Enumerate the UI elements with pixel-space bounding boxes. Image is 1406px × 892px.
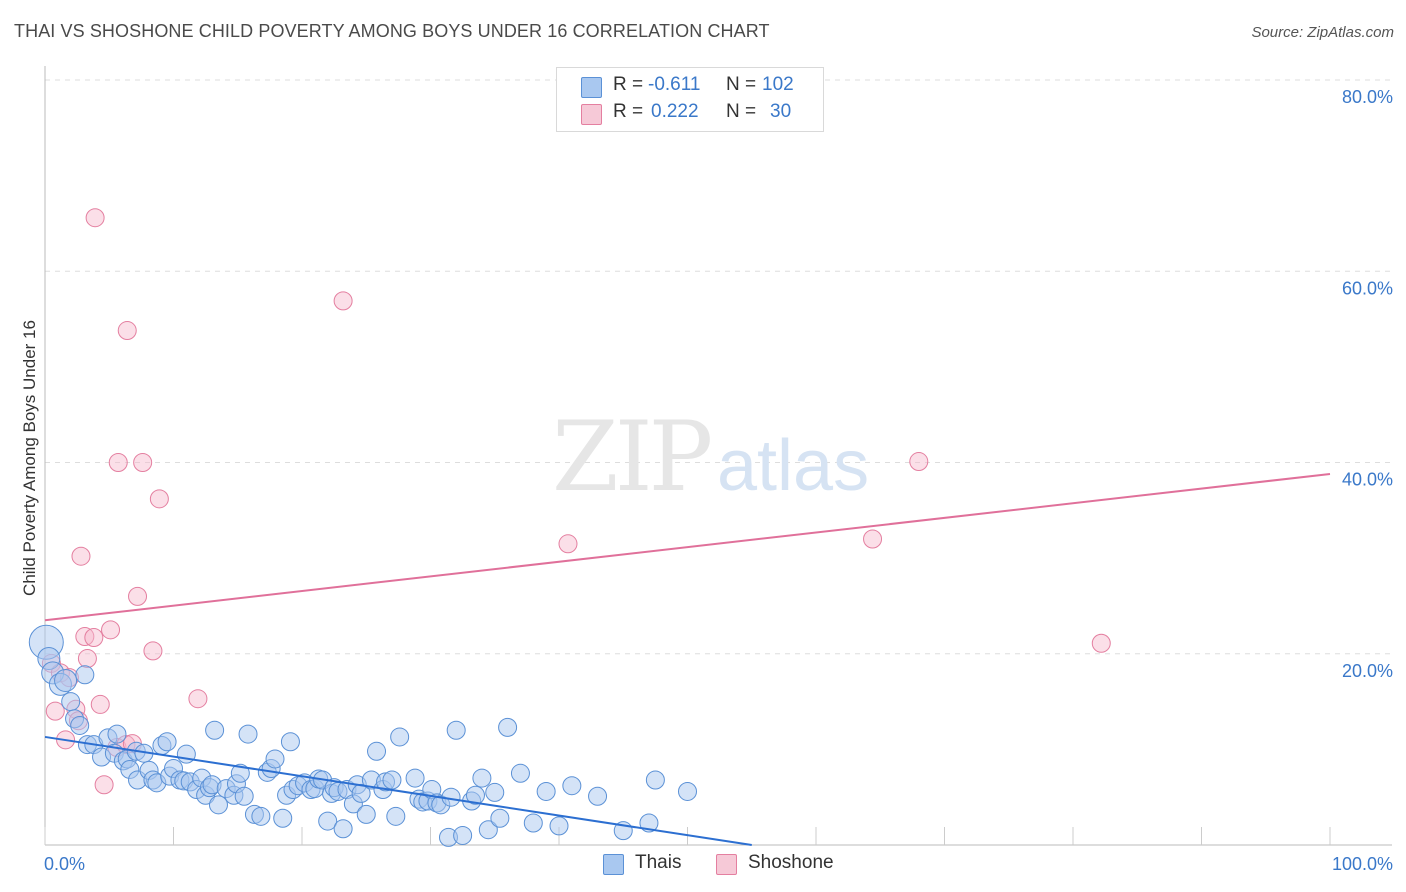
thais-point — [478, 820, 498, 840]
shoshone-n-label: N = — [726, 101, 757, 122]
shoshone-point — [45, 701, 65, 721]
thais-point — [367, 741, 387, 761]
shoshone-point — [333, 291, 353, 311]
thais-point — [234, 786, 254, 806]
x-tick-label: 0.0% — [44, 854, 85, 874]
shoshone-point — [117, 321, 137, 341]
shoshone-point — [1091, 633, 1111, 653]
shoshone-point — [188, 689, 208, 709]
shoshone-point — [90, 694, 110, 714]
thais-point — [562, 776, 582, 796]
shoshone-point — [94, 775, 114, 795]
shoshone-point — [863, 529, 883, 549]
thais-r-value: -0.611 — [648, 74, 701, 95]
thais-point — [490, 808, 510, 828]
thais-r-label: R = — [613, 74, 644, 95]
thais-point — [61, 692, 81, 712]
correlation-legend: R = -0.611 N = 102 R = 0.222 N = 30 — [556, 67, 824, 132]
shoshone-point — [77, 649, 97, 669]
grid-lines — [45, 79, 1392, 655]
thais-n-label: N = — [726, 74, 757, 95]
trend-lines — [44, 472, 1331, 846]
thais-point — [588, 786, 608, 806]
thais-point — [356, 804, 376, 824]
shoshone-point — [101, 620, 121, 640]
shoshone-point — [558, 534, 578, 554]
thais-point — [54, 669, 78, 693]
shoshone-point — [128, 586, 148, 606]
shoshone-r-value: 0.222 — [651, 101, 699, 122]
thais-point — [230, 763, 250, 783]
shoshone-point — [84, 627, 104, 647]
thais-point — [238, 724, 258, 744]
shoshone-r-label: R = — [613, 101, 644, 122]
thais-point — [536, 781, 556, 801]
thais-swatch — [581, 77, 602, 98]
y-tick-label: 20.0% — [1342, 661, 1393, 681]
thais-point — [472, 768, 492, 788]
thais-point — [523, 813, 543, 833]
shoshone-point — [71, 546, 91, 566]
thais-point — [678, 781, 697, 801]
shoshone-point — [108, 453, 128, 472]
thais-point — [485, 782, 505, 802]
thais-point — [498, 717, 518, 737]
thais-point — [107, 724, 127, 744]
shoshone-legend-swatch — [716, 854, 737, 875]
source-note: Source: ZipAtlas.com — [1251, 24, 1394, 41]
thais-point — [465, 785, 485, 805]
thais-legend-swatch — [603, 854, 624, 875]
shoshone-point — [909, 452, 929, 472]
chart-title: THAI VS SHOSHONE CHILD POVERTY AMONG BOY… — [14, 21, 770, 41]
thais-n-value: 102 — [762, 74, 794, 95]
thais-point — [390, 727, 410, 747]
thais-point — [251, 806, 271, 826]
y-tick-label: 40.0% — [1342, 470, 1393, 490]
watermark-atlas: atlas — [717, 426, 869, 506]
thais-point — [510, 763, 530, 783]
shoshone-point — [133, 453, 153, 472]
thais-point — [453, 825, 473, 845]
thais-points — [28, 624, 697, 847]
thais-point — [265, 749, 285, 769]
shoshone-n-value: 30 — [770, 101, 792, 122]
thais-point — [405, 768, 425, 788]
tick-labels: 20.0% 40.0% 60.0% 80.0% 0.0% 100.0% — [44, 87, 1393, 874]
thais-point — [386, 806, 406, 826]
axes — [44, 66, 1392, 846]
thais-point — [70, 715, 90, 735]
x-tick-label: 100.0% — [1332, 854, 1393, 874]
y-tick-label: 60.0% — [1342, 278, 1393, 298]
thais-point — [280, 732, 300, 752]
shoshone-swatch — [581, 104, 602, 125]
thais-point — [549, 816, 569, 836]
thais-point — [382, 770, 402, 790]
thais-point — [333, 819, 353, 839]
thais-point — [318, 811, 338, 831]
thais-point — [645, 770, 665, 790]
shoshone-trend-line — [44, 472, 1331, 622]
thais-point — [273, 808, 293, 828]
y-tick-label: 80.0% — [1342, 87, 1393, 107]
shoshone-point — [143, 641, 163, 661]
thais-point — [446, 720, 466, 740]
shoshone-point — [85, 208, 105, 228]
thais-point — [157, 732, 177, 752]
thais-legend-label: Thais — [635, 852, 682, 873]
y-axis-label: Child Poverty Among Boys Under 16 — [20, 320, 39, 596]
thais-point — [208, 795, 228, 815]
thais-point — [639, 813, 659, 833]
shoshone-legend-label: Shoshone — [748, 852, 834, 873]
watermark-zip: ZIP — [552, 401, 711, 513]
watermark: ZIP atlas — [552, 401, 869, 513]
thais-point — [205, 720, 225, 740]
thais-point — [75, 665, 95, 685]
shoshone-point — [149, 489, 169, 509]
thais-trend-line — [44, 735, 752, 846]
